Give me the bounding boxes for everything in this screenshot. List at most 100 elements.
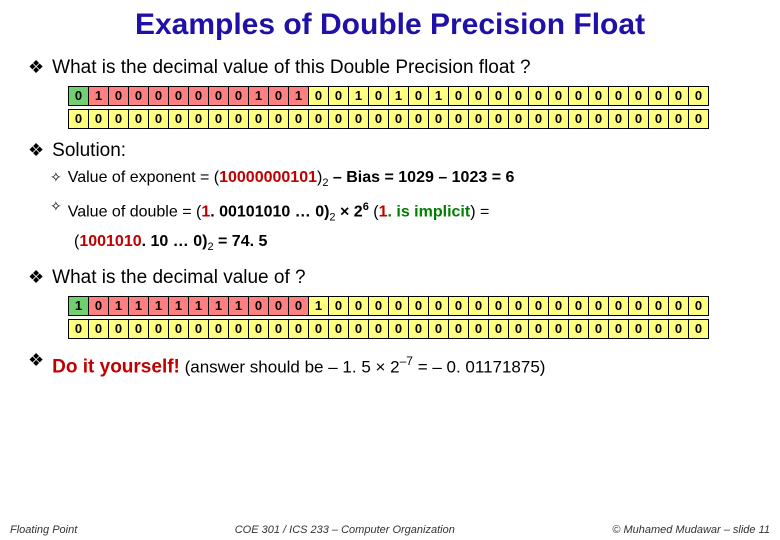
- bit-cell: 0: [269, 87, 289, 106]
- bit-cell: 0: [669, 296, 689, 315]
- bit-cell: 0: [429, 296, 449, 315]
- bit-cell: 0: [509, 87, 529, 106]
- bit-cell: 1: [389, 87, 409, 106]
- bit-cell: 1: [209, 296, 229, 315]
- bit-cell: 1: [349, 87, 369, 106]
- bit-cell: 0: [469, 110, 489, 129]
- bit-cell: 0: [229, 87, 249, 106]
- bit-cell: 0: [449, 296, 469, 315]
- bit-cell: 0: [689, 319, 709, 338]
- bit-cell: 0: [189, 319, 209, 338]
- solution-line-1: ✧ Value of exponent = (10000000101)2 – B…: [28, 167, 752, 194]
- bit-cell: 0: [689, 110, 709, 129]
- bit-cell: 0: [489, 319, 509, 338]
- bit-cell: 1: [69, 296, 89, 315]
- bit-cell: 0: [689, 296, 709, 315]
- bit-cell: 0: [389, 319, 409, 338]
- bit-cell: 0: [529, 296, 549, 315]
- solution-heading: ❖ Solution:: [28, 139, 752, 163]
- bit-cell: 0: [569, 319, 589, 338]
- bit-cell: 0: [89, 296, 109, 315]
- bit-cell: 0: [129, 110, 149, 129]
- bit-cell: 0: [149, 87, 169, 106]
- bit-cell: 0: [329, 110, 349, 129]
- bit-cell: 0: [189, 110, 209, 129]
- sol1-text: Value of exponent = (10000000101)2 – Bia…: [68, 167, 515, 194]
- footer: Floating Point COE 301 / ICS 233 – Compu…: [0, 524, 780, 536]
- solution-line-2: ✧ Value of double = (1. 00101010 … 0)2 ×…: [28, 196, 752, 229]
- footer-left: Floating Point: [10, 524, 77, 536]
- bit-cell: 0: [469, 296, 489, 315]
- bit-cell: 0: [309, 87, 329, 106]
- bit-cell: 0: [609, 110, 629, 129]
- bit-cell: 0: [669, 110, 689, 129]
- bit-cell: 0: [369, 319, 389, 338]
- diy-text: Do it yourself! (answer should be – 1. 5…: [52, 349, 545, 379]
- bit-cell: 0: [229, 110, 249, 129]
- bit-cell: 1: [429, 87, 449, 106]
- bit-cell: 0: [349, 296, 369, 315]
- bit-cell: 0: [109, 110, 129, 129]
- bit-cell: 0: [569, 296, 589, 315]
- bit-cell: 0: [329, 87, 349, 106]
- bit-cell: 1: [229, 296, 249, 315]
- bit-cell: 1: [249, 87, 269, 106]
- bit-cell: 0: [589, 296, 609, 315]
- diamond-icon: ❖: [28, 266, 44, 288]
- bit-cell: 0: [569, 110, 589, 129]
- solution-label: Solution:: [52, 139, 126, 163]
- bit-cell: 0: [589, 110, 609, 129]
- bit-cell: 0: [349, 110, 369, 129]
- bit-table-2: 10111111100010000000000000000000 0000000…: [68, 296, 752, 339]
- bit-cell: 0: [569, 87, 589, 106]
- bit-cell: 0: [629, 319, 649, 338]
- bit-cell: 0: [249, 110, 269, 129]
- bit-cell: 0: [69, 110, 89, 129]
- bit-cell: 0: [549, 296, 569, 315]
- diy-line: ❖ Do it yourself! (answer should be – 1.…: [28, 349, 752, 379]
- bit-cell: 0: [209, 319, 229, 338]
- bit-cell: 0: [149, 110, 169, 129]
- bit-cell: 0: [649, 110, 669, 129]
- bit-cell: 0: [369, 87, 389, 106]
- bit-cell: 0: [129, 87, 149, 106]
- bit-cell: 0: [629, 296, 649, 315]
- bit-cell: 0: [549, 87, 569, 106]
- bit-cell: 1: [189, 296, 209, 315]
- bit-cell: 0: [269, 319, 289, 338]
- bit-cell: 0: [69, 87, 89, 106]
- bit-cell: 0: [609, 296, 629, 315]
- bit-cell: 0: [609, 319, 629, 338]
- bit-cell: 0: [289, 110, 309, 129]
- diamond-icon: ❖: [28, 139, 44, 161]
- bit-cell: 0: [449, 110, 469, 129]
- bit-cell: 0: [469, 319, 489, 338]
- q2-text: What is the decimal value of ?: [52, 266, 305, 290]
- diamond-icon: ❖: [28, 349, 44, 371]
- bit-cell: 0: [149, 319, 169, 338]
- bit-cell: 1: [149, 296, 169, 315]
- bit-cell: 0: [89, 319, 109, 338]
- bit-cell: 0: [369, 296, 389, 315]
- bit-cell: 0: [629, 110, 649, 129]
- bit-cell: 1: [109, 296, 129, 315]
- bit-cell: 0: [409, 87, 429, 106]
- bit-cell: 0: [689, 87, 709, 106]
- bit-cell: 0: [169, 87, 189, 106]
- bit-cell: 0: [429, 110, 449, 129]
- diamond-small-icon: ✧: [50, 196, 62, 216]
- bit-cell: 0: [209, 87, 229, 106]
- question-1: ❖ What is the decimal value of this Doub…: [28, 56, 752, 80]
- bit-cell: 0: [549, 319, 569, 338]
- bit-cell: 0: [429, 319, 449, 338]
- bit-cell: 0: [69, 319, 89, 338]
- bit-table-1: 01000000010100101010000000000000 0000000…: [68, 86, 752, 129]
- diamond-small-icon: ✧: [50, 167, 62, 187]
- bit-cell: 0: [649, 296, 669, 315]
- bit-cell: 0: [309, 319, 329, 338]
- bit-cell: 0: [329, 296, 349, 315]
- bit-cell: 0: [329, 319, 349, 338]
- bit-cell: 0: [269, 110, 289, 129]
- bit-cell: 0: [169, 319, 189, 338]
- bit-cell: 0: [529, 319, 549, 338]
